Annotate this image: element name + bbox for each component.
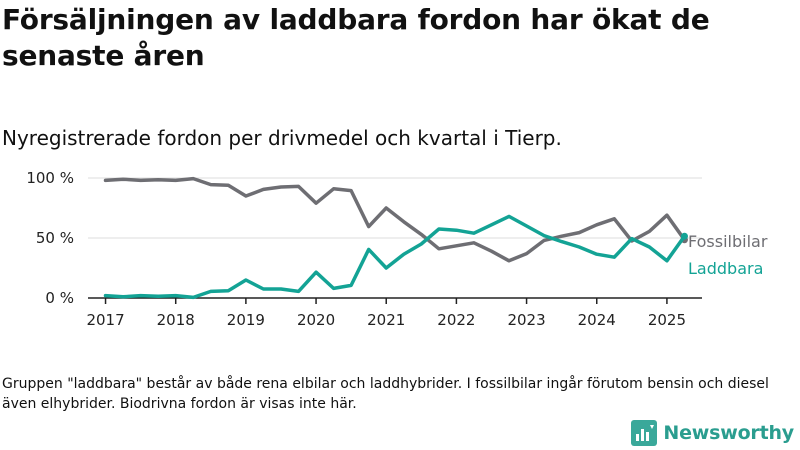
x-tick-label: 2019 <box>227 311 265 329</box>
x-tick-label: 2020 <box>297 311 335 329</box>
y-tick-label: 0 % <box>45 289 74 307</box>
brand-logo[interactable]: Newsworthy <box>631 419 794 447</box>
series-line-laddbara <box>103 214 687 300</box>
chart-subtitle: Nyregistrerade fordon per drivmedel och … <box>2 126 562 150</box>
series-end-point-laddbara <box>680 232 688 240</box>
series-lines <box>103 176 688 300</box>
bar-chart-logo-icon <box>631 420 658 446</box>
gridlines <box>88 177 702 239</box>
x-tick-label: 2017 <box>86 311 124 329</box>
series-line-fossilbilar <box>103 176 687 263</box>
y-tick-label: 100 % <box>26 169 74 187</box>
line-chart: 0 % 50 % 100 % 2017 2018 2019 2020 2021 2022 2023… <box>26 169 768 329</box>
x-tick-label: 2025 <box>648 311 686 329</box>
x-tick-label: 2024 <box>578 311 616 329</box>
x-tick-label: 2021 <box>367 311 405 329</box>
series-label-laddbara: Laddbara <box>688 259 763 278</box>
brand-name: Newsworthy <box>663 422 794 444</box>
x-tick-label: 2023 <box>507 311 545 329</box>
series-label-fossilbilar: Fossilbilar <box>688 232 768 251</box>
chart-title: Försäljningen av laddbara fordon har öka… <box>2 3 710 72</box>
y-tick-label: 50 % <box>36 229 74 247</box>
axes: 0 % 50 % 100 % 2017 2018 2019 2020 2021 2022 2023… <box>26 169 702 329</box>
x-tick-label: 2022 <box>437 311 475 329</box>
x-tick-label: 2018 <box>157 311 195 329</box>
chart-footnote: Gruppen "laddbara" består av både rena e… <box>2 376 769 412</box>
series-labels: Fossilbilar Laddbara <box>688 232 768 278</box>
